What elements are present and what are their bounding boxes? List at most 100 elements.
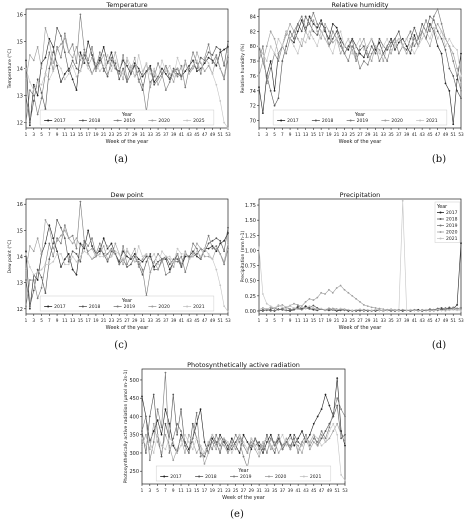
data-point [265,308,268,311]
data-point [91,237,93,240]
data-point [98,70,101,73]
legend-title: Year [354,112,365,118]
data-point [168,271,171,274]
data-point [269,45,272,48]
data-point [269,437,272,440]
x-tick-label: 29 [365,318,371,323]
data-point [199,408,202,411]
data-point [230,448,233,451]
data-point [339,52,342,55]
data-point [156,433,159,436]
data-point [133,75,136,78]
x-tick-label: 29 [132,318,138,323]
y-tick-label: 450 [129,396,139,402]
legend-label: 2019 [124,304,136,310]
data-point [335,287,338,289]
data-point [304,300,307,303]
data-point [347,49,350,51]
x-tick-label: 49 [210,132,216,137]
data-point [301,430,303,432]
data-point [344,433,346,436]
data-point [195,437,198,440]
legend-label: 2021 [426,118,438,124]
data-point [203,455,206,458]
chart-title: Precipitation [340,191,381,199]
x-tick-label: 47 [202,132,208,137]
x-tick-label: 41 [412,132,418,137]
data-point [370,37,373,40]
data-point [297,437,300,440]
data-point [199,56,202,59]
data-point [137,70,140,73]
data-point [56,48,58,51]
data-point [71,242,74,245]
chart-relative-humidity: Relative humidity 70 72 74 76 78 80 82 84 1 3 5 7 9 11… [237,0,469,152]
data-point [52,62,55,64]
series-line-2021 [258,200,462,312]
data-point [386,60,389,62]
x-tick-label: 15 [194,488,200,493]
data-point [63,237,66,240]
data-point [196,62,198,64]
data-point [370,306,373,309]
data-point [261,52,264,55]
data-point [277,60,280,62]
data-point [312,11,315,14]
legend-label: 2019 [240,474,252,480]
data-point [52,237,55,240]
y-tick-label: 14 [17,67,23,73]
data-point [390,37,392,40]
data-point [355,297,358,300]
data-point [320,437,323,440]
data-point [261,307,264,309]
x-tick-label: 17 [85,318,91,323]
data-point [164,433,167,436]
data-point [180,433,182,436]
x-tick-label: 29 [249,488,255,493]
legend-label: 2021 [446,236,458,242]
data-point [87,245,90,247]
data-point [36,81,39,83]
data-point [207,242,210,245]
data-point [122,245,125,247]
data-point [308,305,311,308]
data-point [281,45,284,48]
data-point [347,291,350,294]
legend-marker [151,119,154,122]
data-point [448,89,451,92]
data-point [425,30,427,33]
data-point [168,258,171,261]
data-point [211,433,214,436]
data-point [219,242,222,245]
data-point [141,437,143,440]
data-point [180,78,183,81]
data-point [126,81,128,83]
data-point [401,308,404,311]
data-point [172,67,175,70]
data-point [219,448,221,451]
data-point [456,67,459,70]
data-point [223,239,226,242]
data-point [176,75,179,78]
data-point [265,302,268,305]
data-point [223,48,226,51]
data-point [133,260,136,263]
data-point [413,34,416,36]
data-point [362,37,365,40]
data-point [56,237,58,240]
data-point [98,242,101,245]
legend-box [434,201,461,243]
data-point [207,452,210,454]
data-point [440,22,443,25]
data-point [153,83,156,86]
legend-marker [384,119,387,122]
data-point [180,437,182,440]
data-point [246,441,249,443]
y-tick-label: 300 [129,451,139,457]
data-point [153,252,156,255]
y-tick-label: 14 [17,255,23,261]
legend-title: Year [121,298,132,304]
y-axis-label: Dew point (°C) [7,239,13,273]
data-point [211,247,214,250]
x-tick-label: 9 [172,488,175,493]
